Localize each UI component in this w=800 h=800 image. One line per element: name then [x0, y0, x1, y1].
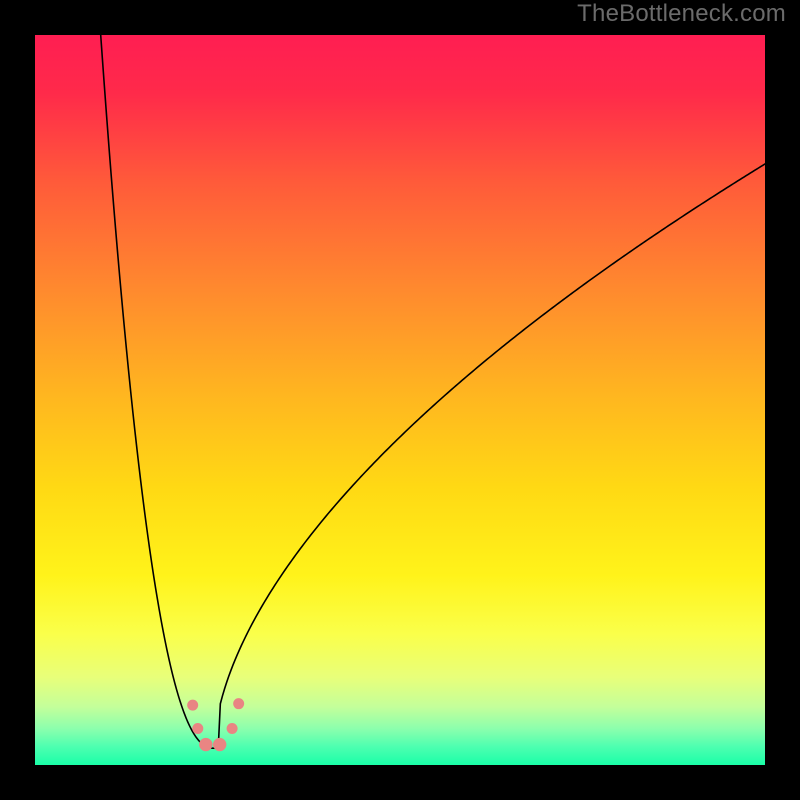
chart-svg [0, 0, 800, 800]
marker-dot [200, 738, 212, 750]
marker-dot [234, 699, 244, 709]
gradient-background [35, 35, 765, 765]
marker-dot [188, 700, 198, 710]
frame-right [765, 0, 800, 800]
marker-dot [193, 724, 203, 734]
frame-bottom [0, 765, 800, 800]
watermark-text: TheBottleneck.com [577, 0, 786, 28]
marker-dot [213, 738, 225, 750]
marker-dot [227, 724, 237, 734]
frame-left [0, 0, 35, 800]
